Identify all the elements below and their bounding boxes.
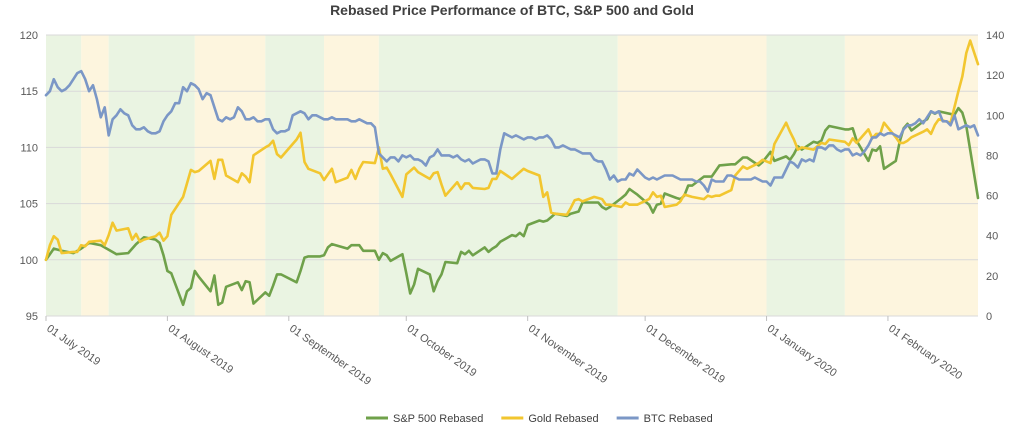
y-left-tick-label: 115 [20,86,38,98]
background-band [108,35,195,316]
x-tick-label: 01 October 2019 [405,323,479,380]
legend-label: BTC Rebased [644,413,713,425]
gridlines [46,34,978,317]
series-line [44,69,980,193]
y-right-tick-label: 140 [986,30,1004,42]
y-right-tick-label: 40 [986,231,998,243]
y-right-tick-label: 20 [986,271,998,283]
y-left-tick-label: 95 [26,311,38,323]
x-tick-label: 01 November 2019 [526,323,610,386]
background-band [844,35,978,316]
background-band [194,35,266,316]
y-left-tick-label: 110 [20,142,38,154]
x-tick-label: 01 August 2019 [166,323,236,377]
background-band [265,35,325,316]
x-tick-label: 01 July 2019 [44,323,102,369]
x-tick-label: 01 December 2019 [643,323,727,386]
y-axis-left-ticks: 95 100 105 110 115 120 [20,30,38,323]
legend-label: Gold Rebased [528,413,598,425]
y-right-tick-label: 0 [986,311,992,323]
legend-label: S&P 500 Rebased [393,413,483,425]
background-bands [46,35,978,316]
x-tick-label: 01 February 2020 [886,323,964,383]
background-band [324,35,379,316]
y-axis-right-ticks: 0 20 40 60 80 100 120 140 [986,30,1004,323]
x-axis-ticks: 01 July 2019 01 August 2019 01 September 2… [44,316,964,388]
series-line [44,39,980,262]
series-lines [44,39,980,307]
y-right-tick-label: 120 [986,70,1004,82]
series-line [44,106,980,307]
x-tick-label: 01 September 2019 [287,323,373,388]
background-band [766,35,845,316]
y-left-tick-label: 120 [20,30,38,42]
y-left-tick-label: 105 [20,199,38,211]
y-right-tick-label: 80 [986,150,998,162]
y-right-tick-label: 60 [986,191,998,203]
chart-title: Rebased Price Performance of BTC, S&P 50… [330,2,694,18]
y-left-tick-label: 100 [20,255,38,267]
background-band [617,35,767,316]
legend: S&P 500 Rebased Gold Rebased BTC Rebased [366,413,713,425]
y-right-tick-label: 100 [986,110,1004,122]
x-tick-label: 01 January 2020 [765,323,839,380]
